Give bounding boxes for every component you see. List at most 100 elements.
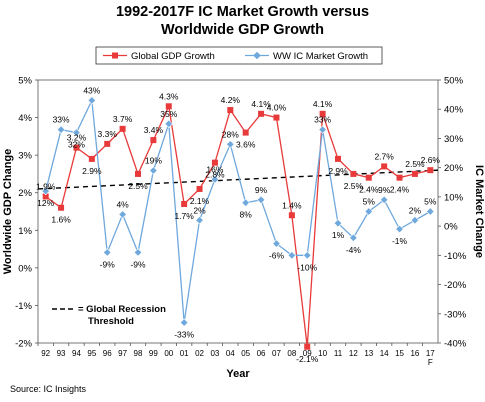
ic-data-label: 19%: [145, 156, 162, 166]
ic-data-label: 33%: [314, 115, 331, 125]
x-axis-tick-label: 06: [257, 349, 266, 358]
right-axis-tick-label: 50%: [444, 76, 464, 87]
ic-data-label: -9%: [130, 259, 146, 269]
ic-point: [333, 218, 343, 228]
x-axis-tick-label: 95: [87, 349, 96, 358]
x-axis-tick-label: 99: [149, 349, 158, 358]
gdp-data-label: 3.4%: [144, 125, 164, 135]
ic-point: [410, 216, 420, 225]
ic-data-label: 12%: [37, 198, 54, 208]
x-axis-tick-label: 98: [134, 349, 143, 358]
ic-point: [179, 318, 189, 327]
right-axis-tick-label: 20%: [444, 163, 464, 174]
gdp-data-label: 1.4%: [282, 200, 302, 210]
right-axis-tick-label: 40%: [444, 105, 464, 116]
ic-data-label: 9%: [255, 185, 268, 195]
chart-title-line-2: Worldwide GDP Growth: [161, 22, 324, 38]
legend-ic-marker: [253, 51, 261, 60]
gdp-point: [288, 212, 295, 219]
gdp-point: [135, 170, 141, 177]
x-axis-tick-label: 94: [72, 349, 81, 358]
ic-data-label: -4%: [346, 245, 362, 255]
ic-data-label: 5%: [363, 197, 376, 207]
right-axis-tick-label: -10%: [444, 251, 467, 262]
right-axis-title: IC Market Change: [473, 165, 485, 258]
gdp-point: [242, 129, 249, 136]
left-axis-tick-label: 5%: [18, 76, 32, 87]
x-axis-tick-label: 15: [395, 349, 404, 358]
right-axis-tick-label: 0%: [444, 222, 458, 233]
ic-data-label: 1%: [332, 230, 345, 240]
ic-point: [272, 239, 281, 248]
right-axis-tick-label: 30%: [444, 134, 464, 145]
ic-data-label: 33%: [53, 115, 70, 125]
legend-box: [95, 46, 383, 65]
gdp-data-label: -2.1%: [296, 354, 319, 364]
ic-point: [149, 166, 158, 175]
left-axis-title: Worldwide GDP Change: [2, 149, 14, 275]
gdp-data-label: 2.5%: [128, 181, 148, 191]
gdp-data-label: 2.5%: [344, 181, 364, 191]
gdp-data-label: 1.7%: [174, 211, 194, 221]
x-axis-tick-label: 16: [410, 349, 419, 358]
legend-ic-label: WW IC Market Growth: [273, 51, 368, 62]
ic-point: [210, 175, 220, 184]
gdp-point: [104, 140, 111, 147]
left-axis-tick-label: -2%: [15, 339, 32, 350]
ic-data-label: 16%: [206, 164, 223, 174]
gdp-point: [227, 107, 234, 114]
x-axis-tick-label: 11: [334, 349, 343, 358]
series-layer: [41, 96, 435, 350]
ic-data-label: -10%: [297, 262, 317, 272]
gdp-point: [181, 200, 188, 207]
x-axis-tick-label: 05: [241, 349, 250, 358]
legend: Global GDP Growth WW IC Market Growth: [95, 46, 383, 65]
x-axis-tick-label: 09: [303, 349, 312, 358]
gdp-data-label: 2.6%: [421, 155, 441, 165]
ic-point: [87, 96, 97, 105]
ic-point: [426, 207, 435, 216]
ic-point: [349, 233, 358, 243]
gdp-data-label: 2.4%: [390, 185, 410, 195]
x-axis-tick-label: 10: [318, 349, 327, 358]
annotation-text-line-1: = Global Recession: [78, 304, 166, 315]
ic-point: [364, 207, 373, 216]
x-axis-tick-label: 01: [180, 349, 189, 358]
gdp-point: [211, 159, 218, 166]
gdp-data-label: 2.4%: [359, 185, 379, 195]
gdp-data-label: 1.9%: [36, 181, 56, 191]
x-axis-tick-label: 13: [364, 349, 373, 358]
ic-data-label: 4%: [116, 199, 129, 209]
ic-data-label: -33%: [174, 330, 194, 340]
x-axis-tick-label: 02: [195, 349, 204, 358]
gdp-point: [73, 144, 80, 151]
ic-point: [318, 125, 327, 134]
ic-point: [256, 195, 266, 205]
left-axis-tick-label: 1%: [18, 226, 32, 237]
x-axis-tick-label: 17: [426, 349, 435, 358]
ic-point: [41, 186, 50, 196]
gdp-data-label: 2.7%: [374, 151, 394, 161]
ic-point: [195, 216, 204, 225]
ic-point: [133, 248, 143, 257]
gdp-data-label: 2.9%: [328, 166, 348, 176]
ic-data-label: -6%: [269, 251, 285, 261]
recession-threshold-line: [37, 169, 439, 190]
gdp-point: [396, 174, 403, 181]
gdp-point: [258, 110, 265, 117]
gdp-point: [365, 174, 372, 181]
ic-data-label: 9%: [378, 185, 391, 195]
gdp-data-label: 1.6%: [51, 215, 71, 225]
ic-data-label: -1%: [392, 236, 408, 246]
x-axis-tick-label: 92: [41, 349, 50, 358]
annotation-text-line-2: Threshold: [88, 316, 134, 327]
gdp-point: [350, 170, 357, 177]
left-axis-tick-label: 4%: [18, 113, 32, 124]
gdp-data-label: 3.3%: [98, 129, 118, 139]
gdp-data-label: 3.7%: [113, 114, 133, 124]
ic-point: [164, 119, 173, 129]
ic-data-label: 43%: [83, 85, 100, 95]
chart-title-line-1: 1992-2017F IC Market Growth versus: [115, 4, 370, 20]
